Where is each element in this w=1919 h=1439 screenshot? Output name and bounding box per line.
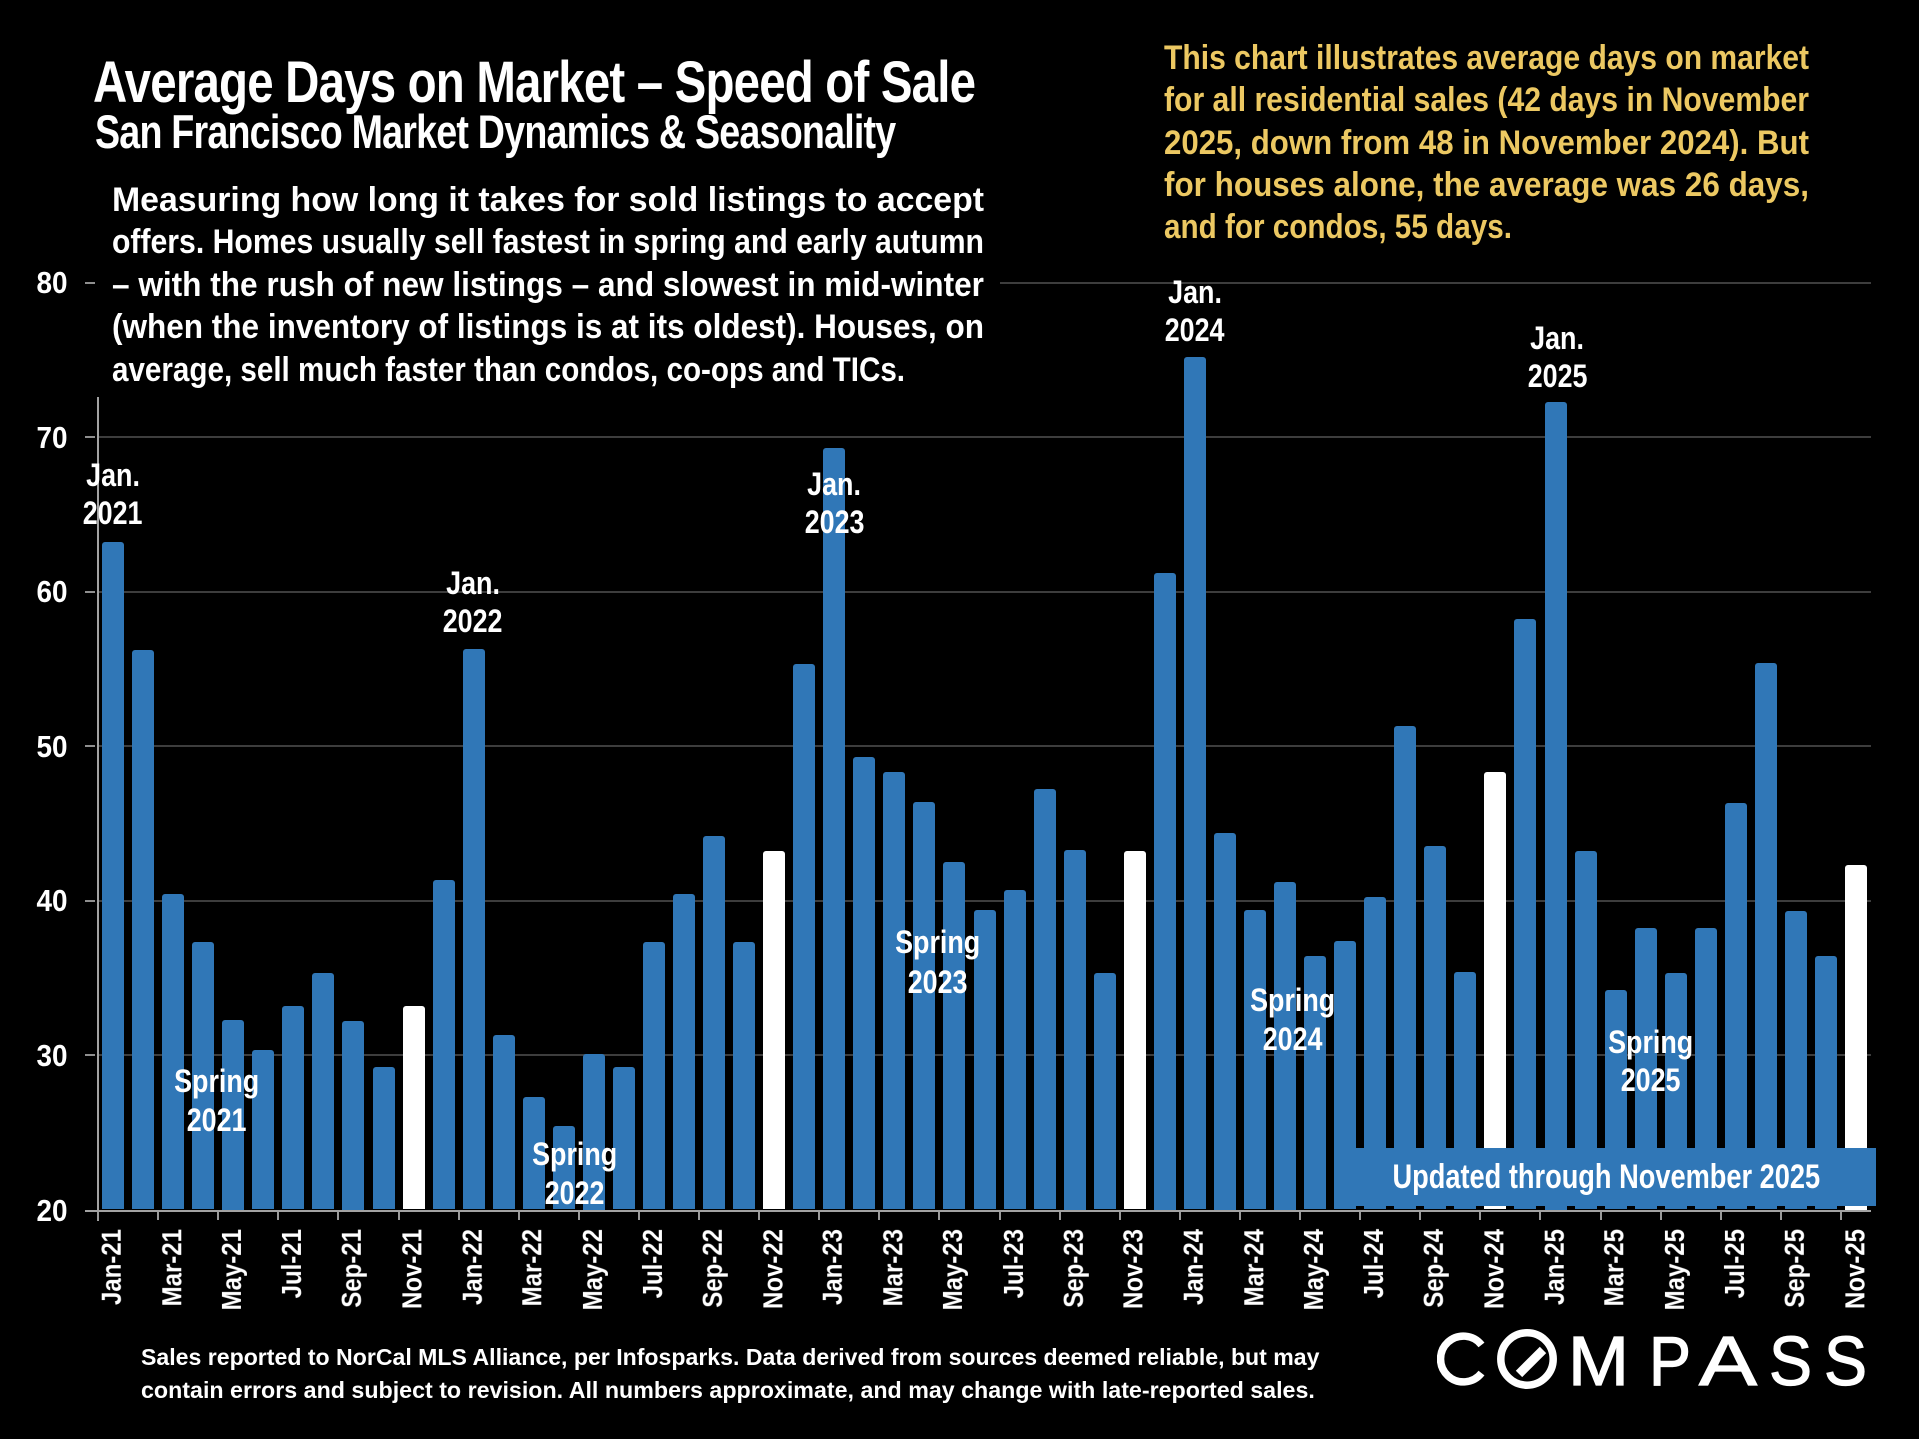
- svg-text:M: M: [1568, 1325, 1629, 1400]
- svg-text:S: S: [1769, 1325, 1812, 1400]
- svg-text:A: A: [1699, 1325, 1758, 1400]
- svg-text:S: S: [1824, 1325, 1867, 1400]
- svg-text:P: P: [1649, 1325, 1691, 1400]
